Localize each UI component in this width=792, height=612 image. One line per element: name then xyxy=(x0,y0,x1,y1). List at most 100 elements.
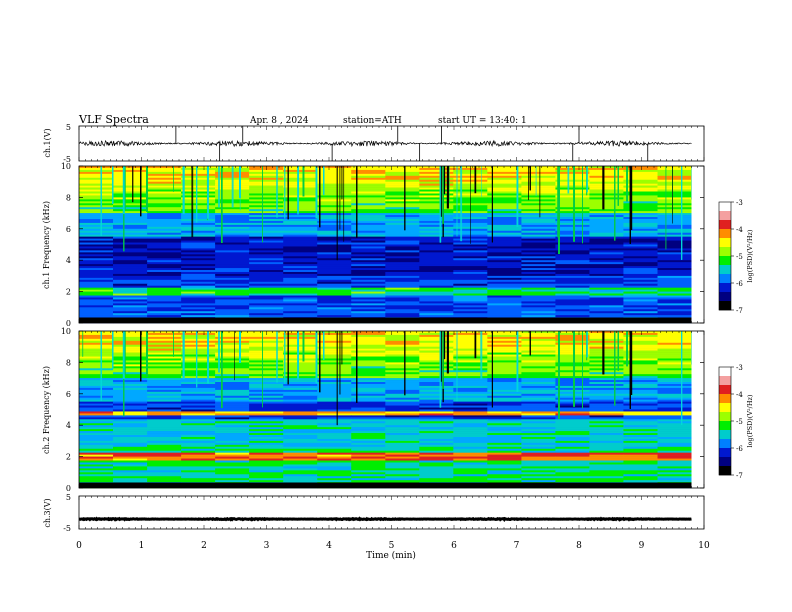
spectrogram-cell xyxy=(419,179,454,182)
spectrogram-cell xyxy=(317,262,352,265)
spectrogram-cell xyxy=(419,309,454,312)
spectrogram-cell xyxy=(113,220,148,224)
spectrogram-streak xyxy=(474,331,477,359)
spectrogram-cell xyxy=(623,167,658,171)
spectrogram-cell xyxy=(521,474,556,477)
spectrogram-cell xyxy=(113,429,148,432)
spectrogram-cell xyxy=(419,374,454,377)
spectrogram-cell xyxy=(215,476,250,479)
spectrogram-cell xyxy=(521,181,556,184)
spectrogram-cell xyxy=(589,215,624,218)
spectrogram-cell xyxy=(113,181,148,184)
spectrogram-cell xyxy=(385,297,420,300)
spectrogram-cell xyxy=(419,350,454,353)
spectrogram-cell xyxy=(555,464,590,467)
spectrogram-cell xyxy=(487,291,522,294)
spectrogram-cell xyxy=(181,332,216,336)
spectrogram-cell xyxy=(317,303,352,306)
spectrogram-cell xyxy=(487,429,522,432)
spectrogram-cell xyxy=(555,218,590,222)
spectrogram-cell xyxy=(147,450,182,453)
spectrogram-cell xyxy=(79,358,114,361)
spectrogram-cell xyxy=(147,334,182,338)
spectrogram-cell xyxy=(487,268,522,271)
spectrogram-cell xyxy=(181,425,216,428)
spectrogram-streak xyxy=(446,331,449,374)
spectrogram-cell xyxy=(147,472,182,475)
spectrogram-cell xyxy=(555,411,590,414)
spectrogram-cell xyxy=(351,199,386,202)
spectrogram-cell xyxy=(147,468,182,471)
spectrogram-cell xyxy=(283,358,318,361)
spectrogram-cell xyxy=(487,344,522,347)
spectrogram-cell xyxy=(215,338,250,342)
spectrogram-cell xyxy=(147,283,182,287)
spectrogram-cell xyxy=(521,301,556,304)
spectrogram-cell xyxy=(351,230,386,234)
spectrogram-cell xyxy=(487,309,522,312)
spectrogram-cell xyxy=(113,270,148,273)
spectrogram-cell xyxy=(419,201,454,204)
spectrogram-cell xyxy=(589,358,624,361)
spectrogram-cell xyxy=(555,283,590,287)
spectrogram-cell xyxy=(249,262,284,265)
spectrogram-cell xyxy=(385,205,420,208)
spectrogram-cell xyxy=(521,313,556,316)
spectrogram-cell xyxy=(385,199,420,202)
spectrogram-cell xyxy=(317,213,352,216)
spectrogram-cell xyxy=(555,303,590,306)
spectrogram-cell xyxy=(283,478,318,481)
spectrogram-cell xyxy=(215,332,250,336)
spectrogram-cell xyxy=(79,244,114,247)
spectrogram-cell xyxy=(589,425,624,428)
spectrogram-cell xyxy=(215,383,250,387)
spectrogram-cell xyxy=(521,385,556,389)
spectrogram-cell xyxy=(453,478,488,481)
spectrogram-cell xyxy=(623,458,658,461)
spectrogram-cell xyxy=(351,185,386,188)
spectrogram-cell xyxy=(317,252,352,255)
spectrogram-cell xyxy=(419,199,454,202)
spectrogram-cell xyxy=(487,242,522,245)
spectrogram-cell xyxy=(317,207,352,210)
spectrogram-cell xyxy=(351,358,386,361)
spectrogram-cell xyxy=(521,283,556,287)
spectrogram-cell xyxy=(623,181,658,184)
spectrogram-cell xyxy=(521,179,556,182)
spectrogram-cell xyxy=(215,438,250,442)
spectrogram-cell xyxy=(555,376,590,379)
spectrogram-cell xyxy=(181,238,216,241)
spectrogram-cell xyxy=(249,362,284,365)
spectrogram-cell xyxy=(113,448,148,452)
spectrogram-cell xyxy=(147,179,182,182)
spectrogram-cell xyxy=(79,470,114,473)
spectrogram-streak xyxy=(672,166,673,224)
spectrogram-cell xyxy=(555,360,590,363)
spectrogram-cell xyxy=(657,348,692,351)
spectrogram-cell xyxy=(351,436,386,440)
spectrogram-cell xyxy=(555,362,590,365)
spectrogram-cell xyxy=(487,281,522,285)
spectrogram-cell xyxy=(351,415,386,418)
spectrogram-cell xyxy=(113,454,148,457)
spectrogram-cell xyxy=(79,405,114,408)
spectrogram-cell xyxy=(419,177,454,181)
spectrogram-cell xyxy=(555,385,590,389)
spectrogram-cell xyxy=(79,374,114,377)
spectrogram-cell xyxy=(657,336,692,340)
spectrogram-cell xyxy=(249,179,284,182)
spectrogram-cell xyxy=(79,181,114,184)
spectrogram-cell xyxy=(555,413,590,416)
spectrogram-cell xyxy=(419,218,454,222)
spectrogram-cell xyxy=(181,309,216,312)
spectrogram-cell xyxy=(351,205,386,208)
spectrogram-streak xyxy=(341,331,343,365)
spectrogram-cell xyxy=(351,222,386,226)
spectrogram-cell xyxy=(79,472,114,475)
spectrogram-cell xyxy=(623,438,658,442)
spectrogram-cell xyxy=(351,397,386,400)
spectrogram-cell xyxy=(113,169,148,173)
spectrogram-cell xyxy=(215,266,250,269)
spectrogram-cell xyxy=(317,230,352,234)
spectrogram-cell xyxy=(317,299,352,302)
